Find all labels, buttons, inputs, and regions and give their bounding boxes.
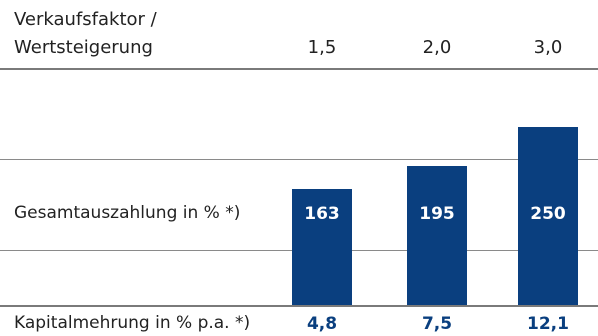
category-label-3: 3,0: [533, 37, 563, 58]
bar-value-label-1: 163: [304, 204, 340, 224]
gridline-upper: [0, 159, 598, 160]
bar-2: [407, 166, 467, 305]
kapitalmehrung-value-3: 12,1: [527, 314, 569, 334]
category-label-2: 2,0: [422, 37, 452, 58]
baseline-divider: [0, 305, 598, 307]
bar-3: [518, 127, 578, 305]
kapitalmehrung-value-2: 7,5: [421, 314, 453, 334]
bar-1: [292, 189, 352, 305]
header-label-line1: Verkaufsfaktor /: [14, 9, 157, 30]
secondary-row-label: Kapitalmehrung in % p.a. *): [14, 313, 251, 333]
series-label-gesamtauszahlung: Gesamtauszahlung in % *): [14, 203, 241, 223]
header-divider: [0, 68, 598, 70]
kapitalmehrung-value-1: 4,8: [306, 314, 338, 334]
bar-value-label-2: 195: [419, 204, 455, 224]
header-label-line2: Wertsteigerung: [14, 37, 153, 58]
category-label-1: 1,5: [307, 37, 337, 58]
bar-value-label-3: 250: [530, 204, 566, 224]
